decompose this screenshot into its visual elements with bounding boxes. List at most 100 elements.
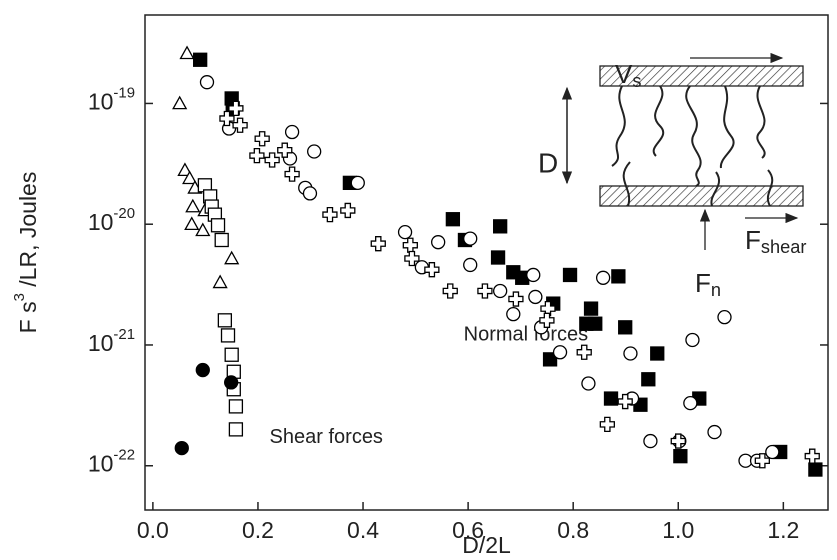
point <box>540 300 556 317</box>
x-tick-label: 0.6 <box>452 517 484 543</box>
point <box>172 95 188 110</box>
point <box>617 393 633 410</box>
point <box>350 175 365 191</box>
point <box>179 45 195 60</box>
point <box>199 75 215 90</box>
point <box>177 162 193 177</box>
point <box>404 250 420 267</box>
point <box>184 216 200 231</box>
x-axis-label: D/2L <box>462 532 511 558</box>
point <box>284 124 300 140</box>
point <box>683 395 698 411</box>
point <box>490 250 506 265</box>
point <box>232 117 248 133</box>
point <box>717 309 732 325</box>
x-tick-label: 0.0 <box>137 517 169 543</box>
point <box>224 347 239 362</box>
point <box>463 231 478 246</box>
point <box>463 257 478 273</box>
x-tick-label: 0.4 <box>347 517 379 543</box>
point <box>224 250 240 265</box>
point <box>424 262 440 278</box>
y-tick-label: 10-22 <box>88 447 135 477</box>
point <box>264 152 280 168</box>
point <box>673 449 688 464</box>
point <box>402 237 418 253</box>
shear-force-label: Fshear <box>745 225 806 257</box>
point <box>442 283 458 299</box>
point <box>477 283 493 299</box>
point <box>277 142 293 158</box>
velocity-label: Vs <box>615 59 641 91</box>
point <box>212 274 228 289</box>
point <box>370 236 386 252</box>
x-tick-label: 0.8 <box>557 517 589 543</box>
inset-diagram: Vs D Fshear Fn <box>538 52 806 300</box>
point <box>217 313 233 328</box>
point <box>808 462 823 477</box>
point <box>195 362 210 378</box>
point <box>685 332 700 348</box>
point <box>193 52 208 67</box>
point <box>579 316 594 331</box>
point <box>322 206 338 223</box>
point <box>219 110 235 127</box>
point <box>185 198 201 213</box>
point <box>228 100 244 117</box>
point <box>249 147 265 164</box>
point <box>707 424 722 440</box>
normal-force-label: Fn <box>695 268 721 300</box>
point <box>431 235 446 250</box>
point <box>552 345 568 360</box>
point <box>641 372 656 387</box>
gap-label: D <box>538 147 558 178</box>
x-tick-label: 1.0 <box>662 517 694 543</box>
point <box>340 202 356 219</box>
point <box>307 144 322 159</box>
point <box>603 391 619 406</box>
point <box>581 376 596 391</box>
point <box>650 346 665 361</box>
point <box>595 270 611 285</box>
point <box>539 312 555 328</box>
point <box>508 291 524 307</box>
point <box>670 433 686 449</box>
y-tick-label: 10-21 <box>88 326 135 356</box>
point <box>526 267 541 283</box>
point <box>210 218 226 233</box>
x-tick-label: 0.2 <box>242 517 274 543</box>
annotation: Normal forces <box>464 324 588 346</box>
point <box>224 375 239 390</box>
point <box>182 170 198 185</box>
point <box>562 267 578 283</box>
annotation: Shear forces <box>270 426 383 448</box>
point <box>228 399 244 414</box>
y-axis-label: F s3 /LR, Joules <box>11 172 41 334</box>
point <box>195 222 211 237</box>
point <box>765 444 780 460</box>
point <box>611 269 626 284</box>
point <box>804 448 820 464</box>
point <box>397 224 413 240</box>
point <box>445 212 461 227</box>
point <box>506 306 521 322</box>
point <box>583 301 599 316</box>
point <box>284 166 300 182</box>
point <box>174 440 189 456</box>
point <box>542 352 558 367</box>
point <box>228 422 244 437</box>
point <box>576 344 592 360</box>
point <box>599 416 615 433</box>
y-tick-label: 10-19 <box>88 84 135 114</box>
point <box>754 453 770 469</box>
y-tick-label: 10-20 <box>88 205 135 235</box>
plot-frame <box>144 14 829 511</box>
point <box>528 289 543 305</box>
point <box>643 433 658 449</box>
point <box>493 219 508 234</box>
point <box>493 283 508 299</box>
point <box>220 328 236 343</box>
point <box>214 232 229 248</box>
point <box>302 186 318 201</box>
